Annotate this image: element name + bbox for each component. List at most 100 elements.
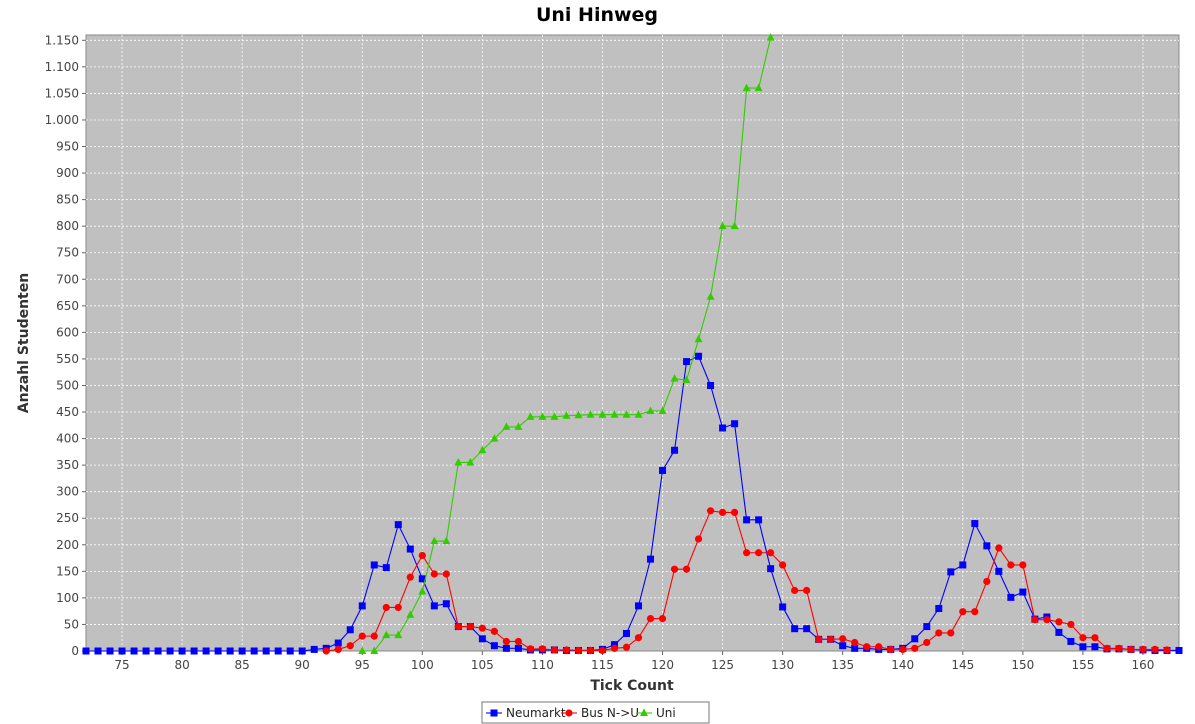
x-axis: 75 80 85 90 95 100 105 110 115 120 125 130 135 140 145… (114, 651, 1154, 672)
data-point (622, 629, 630, 637)
data-point (803, 586, 811, 595)
legend-box (481, 701, 710, 724)
data-point (695, 352, 703, 360)
data-point (466, 457, 475, 466)
data-point (478, 445, 487, 454)
y-tick-label: 250 (56, 511, 79, 525)
y-tick-label: 200 (56, 538, 79, 552)
legend-label: Bus N->U (581, 706, 639, 720)
y-tick-label: 700 (56, 272, 79, 286)
data-point (971, 608, 979, 616)
data-point (502, 644, 510, 652)
x-tick-label: 100 (411, 658, 434, 672)
data-point (947, 568, 955, 576)
data-point (358, 646, 367, 654)
data-point (490, 627, 498, 635)
data-point (94, 647, 102, 655)
y-tick-label: 400 (56, 432, 79, 446)
x-tick-label: 115 (591, 658, 614, 672)
data-point (1127, 645, 1135, 654)
data-point (406, 610, 415, 618)
grid-lines (86, 35, 1179, 651)
legend-marker (490, 709, 498, 717)
x-tick-label: 95 (355, 658, 370, 672)
data-point (214, 647, 222, 655)
data-point (226, 647, 234, 655)
data-point (983, 577, 991, 586)
data-point (514, 644, 522, 652)
data-point (1007, 561, 1015, 569)
data-point (346, 642, 354, 650)
data-point (310, 645, 318, 653)
x-tick-label: 155 (1071, 658, 1094, 672)
data-point (983, 542, 991, 550)
data-point (622, 410, 631, 418)
data-point (682, 565, 691, 573)
data-point (142, 647, 150, 655)
data-point (899, 645, 907, 654)
data-point (1019, 561, 1027, 569)
data-point (574, 646, 583, 655)
data-point (706, 507, 715, 515)
data-point (1079, 634, 1087, 642)
data-point (466, 622, 474, 631)
data-point (598, 646, 607, 655)
data-point (731, 420, 739, 428)
y-tick-label: 1.150 (45, 33, 79, 47)
y-tick-label: 1.100 (45, 60, 79, 74)
data-point (370, 632, 378, 640)
data-point (346, 626, 354, 634)
data-point (538, 412, 547, 420)
data-point (394, 630, 403, 639)
data-point (334, 645, 342, 654)
data-point (767, 549, 775, 557)
data-point (514, 637, 522, 646)
data-point (430, 570, 438, 578)
data-point (322, 647, 330, 655)
data-point (694, 334, 703, 343)
data-point (550, 646, 559, 654)
data-point (406, 573, 414, 581)
data-point (1067, 637, 1075, 645)
data-point (1151, 645, 1159, 654)
legend-label: Neumarkt (506, 706, 566, 720)
data-point (947, 629, 955, 637)
data-point (562, 646, 571, 654)
data-point (851, 638, 859, 647)
series-uni (358, 33, 775, 654)
data-point (682, 375, 691, 384)
data-point (478, 635, 486, 643)
data-point (490, 642, 498, 650)
data-point (923, 638, 931, 647)
data-point (130, 647, 138, 655)
y-tick-label: 500 (56, 378, 79, 392)
y-axis-label: Anzahl Studenten (16, 273, 32, 413)
x-tick-label: 145 (951, 658, 974, 672)
data-point (526, 412, 535, 420)
data-point (646, 615, 655, 623)
legend-marker (565, 709, 573, 717)
series-layer (82, 33, 1183, 655)
data-point (1139, 645, 1147, 654)
data-point (1091, 634, 1099, 642)
y-tick-label: 850 (56, 193, 79, 207)
data-point (803, 625, 811, 633)
data-point (683, 358, 691, 366)
data-point (718, 508, 727, 516)
data-point (382, 630, 391, 639)
data-point (610, 641, 618, 649)
x-tick-label: 150 (1011, 658, 1034, 672)
data-point (1031, 616, 1039, 624)
data-point (658, 615, 667, 623)
x-tick-label: 80 (174, 658, 189, 672)
data-point (574, 410, 583, 419)
y-tick-label: 1.000 (45, 113, 79, 127)
x-tick-label: 160 (1132, 658, 1155, 672)
data-point (839, 642, 847, 650)
data-point (610, 410, 619, 418)
data-point (634, 634, 643, 642)
data-point (755, 516, 763, 524)
data-point (178, 647, 186, 655)
y-tick-label: 600 (56, 325, 79, 339)
data-point (442, 570, 450, 578)
